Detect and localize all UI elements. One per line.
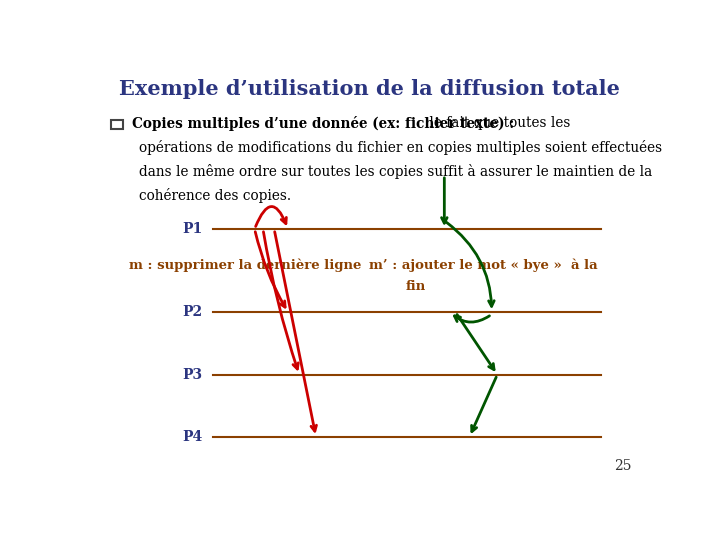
- Text: Copies multiples d’une donnée (ex: fichier texte) :: Copies multiples d’une donnée (ex: fichi…: [132, 116, 514, 131]
- Text: Exemple d’utilisation de la diffusion totale: Exemple d’utilisation de la diffusion to…: [119, 79, 619, 99]
- Text: le fait que toutes les: le fait que toutes les: [425, 116, 570, 130]
- Text: P4: P4: [182, 430, 203, 444]
- Text: P1: P1: [182, 222, 203, 236]
- Text: cohérence des copies.: cohérence des copies.: [139, 188, 291, 203]
- Text: fin: fin: [405, 280, 426, 293]
- Text: m’ : ajouter le mot « bye »  à la: m’ : ajouter le mot « bye » à la: [369, 258, 598, 272]
- Text: P2: P2: [183, 305, 203, 319]
- FancyBboxPatch shape: [111, 120, 124, 129]
- Text: P3: P3: [183, 368, 203, 382]
- Text: opérations de modifications du fichier en copies multiples soient effectuées: opérations de modifications du fichier e…: [139, 140, 662, 154]
- Text: dans le même ordre sur toutes les copies suffit à assurer le maintien de la: dans le même ordre sur toutes les copies…: [139, 164, 652, 179]
- Text: 25: 25: [613, 459, 631, 473]
- Text: m : supprimer la dernière ligne: m : supprimer la dernière ligne: [129, 258, 361, 272]
